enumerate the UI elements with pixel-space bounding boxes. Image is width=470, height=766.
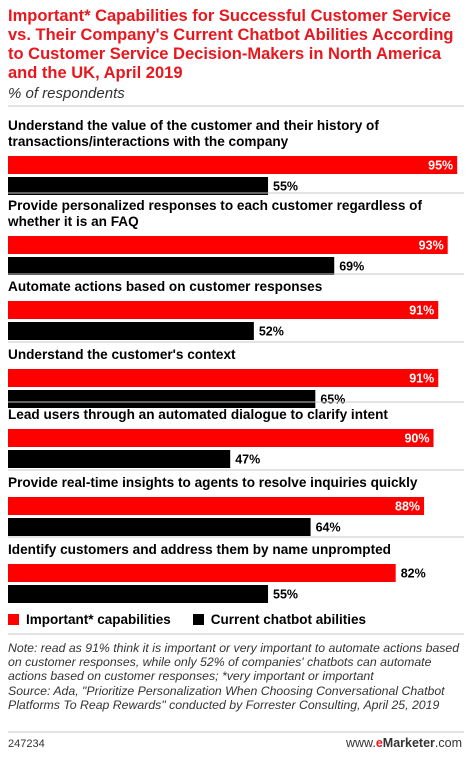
value-label-current-5: 64% bbox=[316, 521, 341, 535]
bar-important-0 bbox=[8, 156, 458, 174]
brand-prefix: www. bbox=[345, 736, 376, 750]
value-label-important-2: 91% bbox=[409, 304, 434, 318]
bar-current-1 bbox=[8, 257, 335, 275]
brand-name: Marketer bbox=[382, 736, 435, 750]
bar-important-3 bbox=[8, 369, 439, 387]
bar-current-2 bbox=[8, 322, 254, 340]
legend-swatch-current bbox=[192, 614, 204, 625]
bar-current-3 bbox=[8, 390, 316, 408]
category-label-line: whether it is an FAQ bbox=[7, 214, 139, 229]
bar-current-4 bbox=[8, 450, 231, 468]
brand-link[interactable]: www.eMarketer.com bbox=[346, 736, 462, 750]
category-label-3: Understand the customer's context bbox=[8, 347, 236, 362]
value-label-important-5: 88% bbox=[395, 500, 420, 514]
category-label-5: Provide real-time insights to agents to … bbox=[8, 475, 418, 490]
value-label-current-0: 55% bbox=[273, 180, 298, 194]
category-label-6: Identify customers and address them by n… bbox=[8, 542, 391, 557]
chart-subtitle: % of respondents bbox=[8, 85, 125, 102]
bar-important-6 bbox=[8, 564, 396, 582]
bar-important-1 bbox=[8, 236, 448, 254]
legend-swatch-important bbox=[8, 614, 19, 625]
category-label-2: Automate actions based on customer respo… bbox=[8, 279, 322, 294]
footnote: Note: read as 91% think it is important … bbox=[8, 641, 464, 712]
value-label-current-2: 52% bbox=[259, 325, 284, 339]
category-label-line: Understand the customer's context bbox=[8, 347, 236, 362]
legend-label-important: Important* capabilities bbox=[26, 612, 171, 627]
note-text: Note: read as 91% think it is important … bbox=[8, 641, 460, 684]
category-label-line: Provide real-time insights to agents to … bbox=[8, 475, 418, 490]
brand-suffix: .com bbox=[434, 736, 462, 750]
value-label-important-4: 90% bbox=[404, 432, 429, 446]
bar-important-5 bbox=[8, 497, 425, 515]
value-label-important-0: 95% bbox=[428, 159, 453, 173]
value-label-current-6: 55% bbox=[273, 588, 298, 602]
category-label-0: Understand the value of the customer and… bbox=[8, 118, 379, 149]
bar-important-2 bbox=[8, 301, 439, 319]
value-label-current-3: 65% bbox=[320, 393, 345, 407]
legend-item-current: Current chatbot abilities bbox=[192, 612, 367, 627]
value-label-important-3: 91% bbox=[409, 372, 434, 386]
source-text: Source: Ada, "Prioritize Personalization… bbox=[8, 683, 445, 712]
bar-current-6 bbox=[8, 585, 269, 603]
category-label-1: Provide personalized responses to each c… bbox=[7, 198, 422, 229]
value-label-important-6: 82% bbox=[401, 567, 426, 581]
category-label-line: Lead users through an automated dialogue… bbox=[8, 407, 388, 422]
category-label-line: transactions/interactions with the compa… bbox=[8, 134, 289, 149]
bar-important-4 bbox=[8, 429, 434, 447]
bar-current-5 bbox=[8, 518, 311, 536]
chart-title: Important* Capabilities for Successful C… bbox=[8, 7, 454, 82]
category-label-line: Provide personalized responses to each c… bbox=[8, 198, 422, 213]
value-label-important-1: 93% bbox=[419, 239, 444, 253]
category-label-line: Automate actions based on customer respo… bbox=[8, 279, 322, 294]
chart-id: 247234 bbox=[8, 738, 45, 750]
bar-current-0 bbox=[8, 177, 269, 195]
category-label-line: Identify customers and address them by n… bbox=[8, 542, 391, 557]
legend: Important* capabilities Current chatbot … bbox=[8, 612, 388, 627]
brand-e: e bbox=[375, 736, 383, 750]
value-label-current-4: 47% bbox=[235, 453, 260, 467]
category-label-4: Lead users through an automated dialogue… bbox=[8, 407, 388, 422]
legend-item-important: Important* capabilities bbox=[8, 612, 171, 627]
legend-label-current: Current chatbot abilities bbox=[210, 612, 367, 627]
category-label-line: Understand the value of the customer and… bbox=[8, 118, 379, 133]
value-label-current-1: 69% bbox=[339, 260, 364, 274]
